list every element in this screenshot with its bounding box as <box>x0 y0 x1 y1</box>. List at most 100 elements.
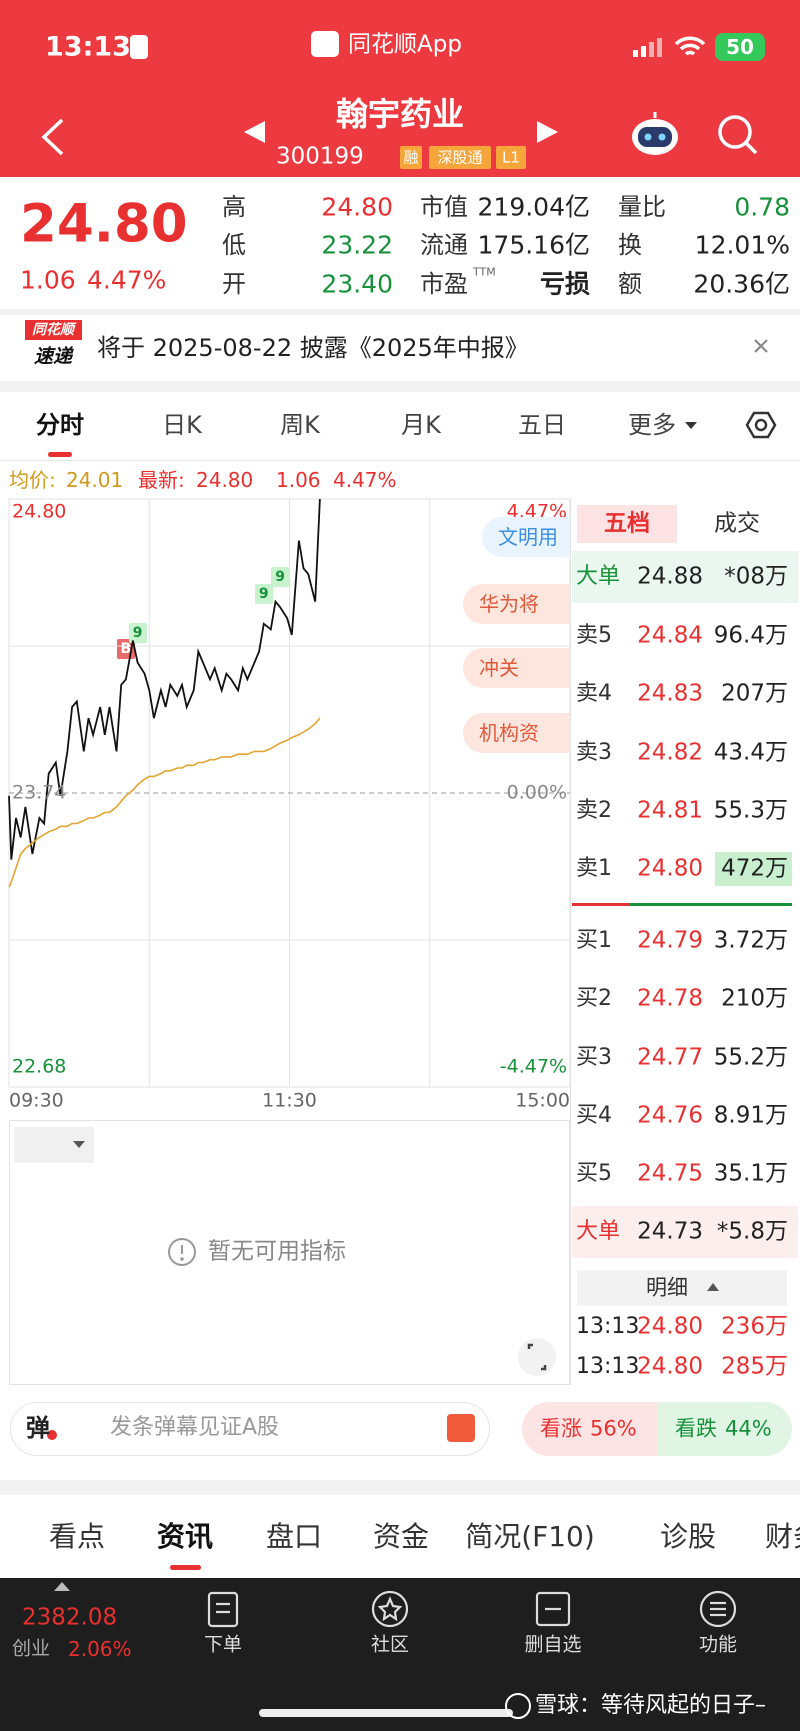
last-price: 24.80 <box>20 193 188 255</box>
orderbook-price: 24.78 <box>637 985 703 1012</box>
chart-tab[interactable]: 月K <box>401 411 441 439</box>
x-tick-label: 09:30 <box>9 1089 64 1112</box>
detail-volume: 236万 <box>721 1313 788 1340</box>
orderbook-volume: 210万 <box>721 985 788 1012</box>
orderbook-split-green <box>630 903 792 906</box>
chart-tab[interactable]: 分时 <box>36 411 84 439</box>
index-pct: 2.06% <box>68 1637 132 1661</box>
section-tab[interactable]: 诊股 <box>659 1520 717 1553</box>
price-pct: 4.47% <box>87 265 167 295</box>
stock-code: 300199 <box>276 143 364 170</box>
stat-value: 亏损 <box>539 269 590 299</box>
orderbook-price: 24.80 <box>637 855 703 882</box>
stock-tag: L1 <box>502 148 520 167</box>
tag-bg <box>496 146 526 169</box>
section-tab[interactable]: 资讯 <box>156 1520 214 1553</box>
stock-tag: 深股通 <box>437 148 483 167</box>
stat-value: 23.40 <box>321 269 393 299</box>
stat-label: 市值 <box>420 193 468 221</box>
status-time: 13:13 <box>45 31 131 63</box>
orderbook-tab[interactable]: 成交 <box>714 510 760 537</box>
orderbook-price: 24.82 <box>637 739 703 766</box>
settings-icon[interactable] <box>745 411 777 439</box>
dock-item[interactable]: 下单 <box>203 1633 243 1656</box>
orderbook-label: 买4 <box>576 1103 612 1128</box>
dock-item[interactable]: 社区 <box>370 1633 410 1656</box>
index-name: 创业 <box>12 1637 51 1660</box>
orderbook-label: 大单 <box>576 564 621 589</box>
separator <box>0 309 800 315</box>
indicator-dropdown[interactable] <box>14 1127 94 1163</box>
separator <box>0 1480 800 1495</box>
detail-header-bg <box>577 1270 787 1306</box>
news-chip-text: 机构资 <box>479 721 539 745</box>
orderbook-volume: 3.72万 <box>713 927 788 954</box>
chart-tab[interactable]: 更多 <box>628 411 676 439</box>
chart-tab[interactable]: 五日 <box>518 411 566 439</box>
section-tab[interactable]: 简况(F10) <box>465 1520 595 1553</box>
volume-highlight <box>715 852 792 886</box>
dock-item[interactable]: 删自选 <box>524 1633 582 1656</box>
chart-tab[interactable]: 日K <box>162 411 202 439</box>
section-tab[interactable]: 看点 <box>48 1520 106 1553</box>
bull-button[interactable] <box>522 1402 658 1456</box>
price-change: 1.06 <box>20 265 76 295</box>
banner-logo-top: 同花顺 <box>32 322 74 338</box>
bear-button[interactable] <box>658 1402 792 1456</box>
danmu-placeholder: 发条弹幕见证A股 <box>110 1415 280 1440</box>
dock-item[interactable]: 功能 <box>698 1633 738 1656</box>
danmu-input[interactable] <box>10 1402 490 1456</box>
stat-value: 20.36亿 <box>693 269 790 299</box>
separator <box>0 381 800 392</box>
orderbook-volume: 96.4万 <box>713 622 788 649</box>
x-tick-label: 15:00 <box>515 1089 570 1112</box>
chart-tab[interactable]: 周K <box>280 411 320 439</box>
section-tab[interactable]: 盘口 <box>265 1520 323 1553</box>
orderbook-label: 买2 <box>576 986 612 1011</box>
stat-value: 0.78 <box>734 192 790 222</box>
last-pct: 4.47% <box>333 468 397 492</box>
orderbook-label: 买1 <box>576 928 612 953</box>
orderbook-price: 24.73 <box>637 1218 703 1245</box>
avg-label: 均价: <box>9 468 56 492</box>
stock-tag: 融 <box>403 148 419 167</box>
gift-icon <box>447 1414 475 1442</box>
section-tab[interactable]: 财务 <box>765 1520 800 1553</box>
detail-title: 明细 <box>646 1275 688 1300</box>
stat-label: 流通 <box>420 231 468 259</box>
close-button[interactable] <box>754 339 768 353</box>
section-tab[interactable]: 资金 <box>372 1520 430 1553</box>
bear-label: 看跌 <box>675 1416 717 1441</box>
separator <box>0 460 800 461</box>
stock-name: 翰宇药业 <box>335 95 465 133</box>
orderbook-volume: 8.91万 <box>713 1102 788 1129</box>
section-indicator <box>170 1565 201 1570</box>
orderbook-label: 大单 <box>576 1219 621 1244</box>
news-chip-text: 华为将 <box>479 592 539 616</box>
detail-time: 13:13 <box>576 1354 640 1379</box>
index-value: 2382.08 <box>22 1604 118 1631</box>
orderbook-label: 卖1 <box>576 856 612 881</box>
detail-caret <box>707 1283 719 1291</box>
orderbook-label: 卖2 <box>576 798 612 823</box>
banner-logo-top <box>25 320 82 340</box>
orderbook-price: 24.76 <box>637 1102 703 1129</box>
more-caret <box>685 422 697 429</box>
danmu-icon: 弹 <box>26 1414 50 1442</box>
orderbook-volume: 55.3万 <box>713 797 788 824</box>
x-tick-label: 11:30 <box>262 1089 317 1112</box>
stat-value: 12.01% <box>694 230 790 260</box>
tag-bg <box>429 146 491 169</box>
stat-value: 219.04亿 <box>477 192 590 222</box>
stat-label: 开 <box>222 270 246 298</box>
last-change: 1.06 <box>276 468 321 492</box>
orderbook-tab[interactable]: 五档 <box>604 510 650 537</box>
stat-value: 24.80 <box>321 192 393 222</box>
stat-value: 175.16亿 <box>477 230 590 260</box>
orderbook-tab-bg <box>577 505 677 543</box>
news-chip-text: 文明用 <box>498 525 558 549</box>
danmu-dot <box>47 1430 57 1440</box>
app-title: 同花顺App <box>348 31 462 58</box>
stat-label: 量比 <box>618 193 666 221</box>
